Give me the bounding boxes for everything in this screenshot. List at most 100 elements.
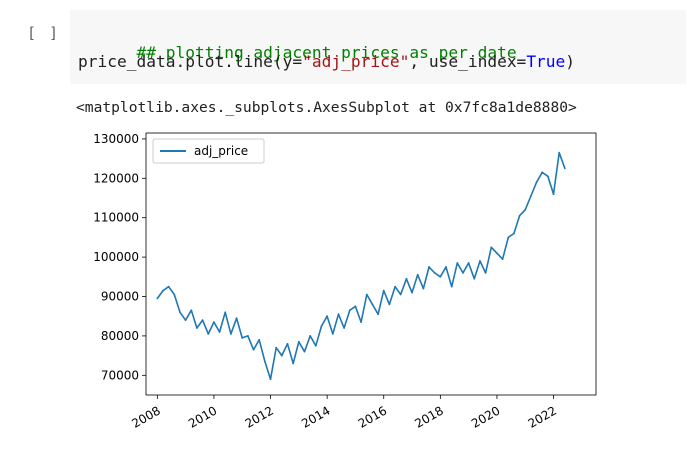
code-line-2: price_data.plot.line(y="adj_price", use_… bbox=[78, 52, 575, 71]
y-tick-label: 100000 bbox=[93, 250, 139, 264]
data-point bbox=[224, 311, 227, 314]
y-tick-label: 70000 bbox=[101, 368, 139, 382]
data-point bbox=[156, 297, 159, 300]
data-point bbox=[235, 317, 238, 320]
data-point bbox=[331, 333, 334, 335]
x-tick-label: 2020 bbox=[469, 403, 502, 430]
data-point bbox=[207, 333, 210, 335]
data-point bbox=[167, 285, 170, 288]
data-point bbox=[473, 277, 476, 280]
data-point bbox=[450, 285, 453, 288]
data-point bbox=[190, 309, 193, 312]
data-point bbox=[546, 175, 549, 178]
data-point bbox=[365, 293, 368, 296]
data-point bbox=[422, 287, 425, 290]
data-point bbox=[360, 321, 362, 324]
data-point bbox=[433, 271, 436, 274]
data-point bbox=[518, 214, 521, 217]
legend-label: adj_price bbox=[194, 144, 248, 158]
data-point bbox=[416, 273, 419, 276]
data-point bbox=[303, 350, 306, 353]
code-editor[interactable]: ## plotting adjacent prices as per date … bbox=[70, 10, 686, 84]
data-point bbox=[201, 319, 204, 322]
data-point bbox=[377, 313, 379, 316]
data-point bbox=[241, 336, 244, 339]
code-comment: ## plotting adjacent prices as per date bbox=[136, 43, 517, 62]
line-chart: 70000 80000 90000 100000 110000 120000 130000 2… bbox=[93, 132, 597, 431]
data-point bbox=[371, 303, 374, 306]
data-point bbox=[297, 340, 300, 343]
data-point bbox=[252, 348, 255, 351]
data-point bbox=[501, 258, 504, 260]
series-line-adj-price bbox=[156, 151, 566, 381]
data-point bbox=[258, 338, 261, 341]
legend-box bbox=[152, 138, 265, 164]
data-point bbox=[162, 289, 164, 292]
x-tick-label: 2018 bbox=[412, 403, 445, 430]
data-point bbox=[479, 260, 481, 262]
x-tick-label: 2008 bbox=[129, 403, 162, 430]
data-point bbox=[524, 208, 527, 211]
data-point bbox=[456, 262, 459, 264]
data-point bbox=[184, 319, 187, 322]
data-point bbox=[326, 315, 329, 318]
data-point bbox=[405, 277, 408, 280]
data-point bbox=[428, 266, 430, 268]
data-point bbox=[292, 362, 295, 365]
y-tick-label: 130000 bbox=[93, 132, 139, 146]
data-point bbox=[280, 354, 283, 357]
x-tick-label: 2016 bbox=[356, 403, 389, 430]
data-point bbox=[394, 285, 396, 288]
x-tick-label: 2010 bbox=[186, 403, 219, 430]
data-point bbox=[541, 171, 544, 174]
chart-output: 70000 80000 90000 100000 110000 120000 130000 2… bbox=[62, 120, 622, 455]
data-point bbox=[496, 252, 498, 255]
data-point bbox=[513, 232, 515, 235]
run-cell-button[interactable]: [ ] bbox=[27, 24, 61, 42]
data-point bbox=[246, 335, 249, 337]
data-point bbox=[535, 181, 538, 184]
data-point bbox=[320, 325, 323, 327]
data-point bbox=[467, 262, 470, 264]
code-token-arg: , use_index= bbox=[409, 52, 527, 71]
data-point bbox=[382, 289, 385, 292]
data-point bbox=[388, 303, 391, 306]
code-token-string: "adj_price" bbox=[302, 52, 410, 71]
code-token-call: price_data.plot.line(y= bbox=[78, 52, 303, 71]
x-tick-label: 2022 bbox=[526, 403, 559, 430]
data-point bbox=[179, 311, 181, 314]
data-point bbox=[337, 313, 340, 316]
y-tick-label: 120000 bbox=[93, 171, 139, 185]
data-point bbox=[314, 344, 317, 347]
data-point bbox=[445, 266, 447, 268]
data-point bbox=[275, 346, 278, 349]
x-tick-label: 2012 bbox=[243, 403, 276, 430]
data-point bbox=[354, 305, 357, 308]
data-point bbox=[484, 271, 487, 274]
y-tick-label: 110000 bbox=[93, 211, 139, 225]
code-token-close: ) bbox=[565, 52, 576, 71]
data-point bbox=[173, 293, 176, 296]
data-point bbox=[269, 378, 272, 381]
data-point bbox=[439, 275, 442, 278]
data-point bbox=[563, 167, 566, 170]
data-point bbox=[399, 293, 402, 296]
data-point bbox=[348, 309, 351, 312]
y-tick-label: 90000 bbox=[101, 290, 139, 304]
code-token-keyword: True bbox=[526, 52, 566, 71]
plot-frame bbox=[145, 132, 597, 396]
x-tick-label: 2014 bbox=[299, 403, 332, 430]
data-point bbox=[309, 335, 312, 337]
data-point bbox=[218, 331, 221, 333]
data-point bbox=[343, 327, 346, 329]
data-point bbox=[213, 321, 215, 324]
data-point bbox=[411, 291, 413, 294]
data-point bbox=[558, 151, 561, 154]
data-point bbox=[490, 246, 493, 249]
data-point bbox=[462, 271, 464, 274]
data-point bbox=[507, 236, 510, 239]
data-point bbox=[552, 193, 555, 195]
code-line-1: ## plotting adjacent prices as per date bbox=[78, 24, 517, 81]
data-point bbox=[263, 360, 266, 363]
notebook-code-cell: [ ] ## plotting adjacent prices as per d… bbox=[14, 10, 686, 450]
